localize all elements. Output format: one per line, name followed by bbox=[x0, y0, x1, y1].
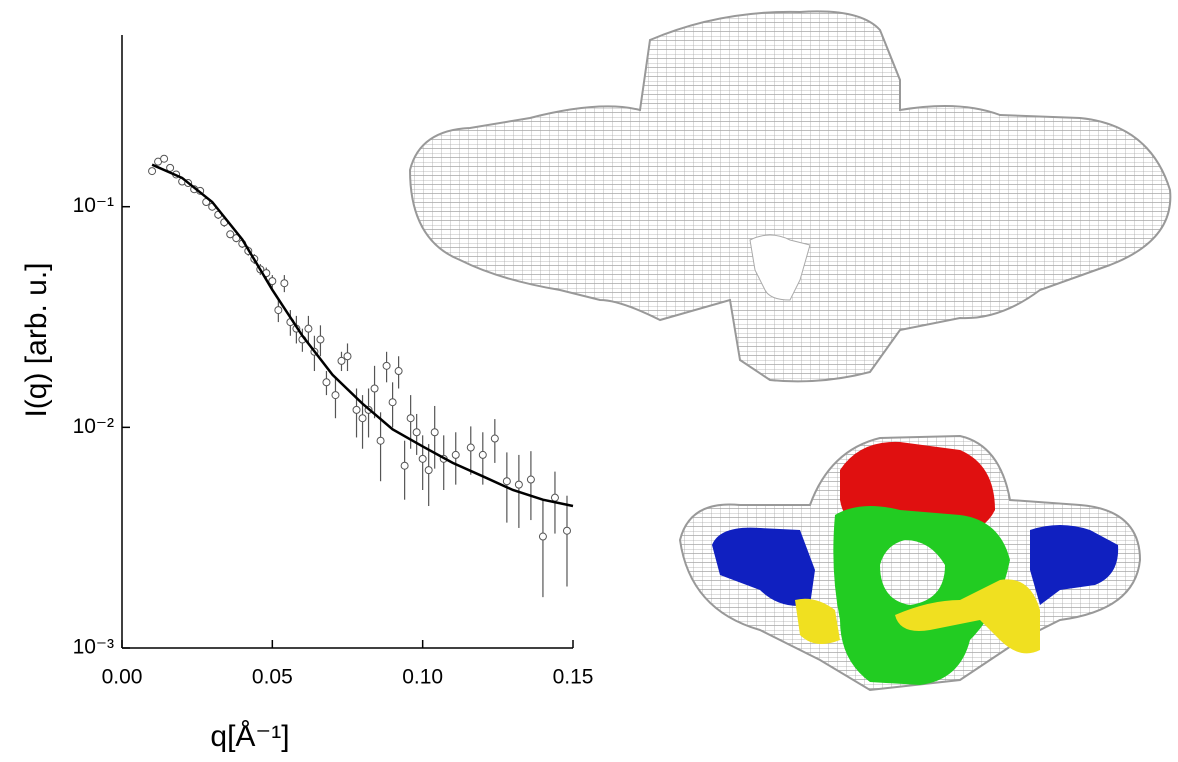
data-point bbox=[394, 367, 403, 376]
x-tick-label: 0.10 bbox=[402, 666, 443, 689]
x-tick-label: 0.05 bbox=[252, 666, 293, 689]
data-point bbox=[304, 324, 313, 333]
data-point bbox=[331, 391, 340, 400]
y-tick-label: 10⁻¹ bbox=[73, 194, 114, 217]
data-point bbox=[526, 475, 535, 484]
y-tick-label: 10⁻² bbox=[73, 415, 114, 438]
data-point bbox=[562, 526, 571, 535]
data-point bbox=[418, 454, 427, 463]
mesh-envelope-top bbox=[408, 10, 1172, 383]
data-point bbox=[352, 405, 361, 414]
data-point bbox=[226, 230, 235, 239]
x-axis-title: q[Å⁻¹] bbox=[210, 720, 289, 753]
x-tick-label: 0.15 bbox=[553, 666, 594, 689]
data-point bbox=[466, 443, 475, 452]
data-point bbox=[388, 398, 397, 407]
data-point bbox=[316, 335, 325, 344]
data-point bbox=[424, 466, 433, 475]
data-point bbox=[400, 461, 409, 470]
data-point bbox=[160, 154, 169, 163]
data-point bbox=[490, 434, 499, 443]
data-point bbox=[502, 477, 511, 486]
data-point bbox=[280, 279, 289, 288]
data-point bbox=[451, 450, 460, 459]
data-point bbox=[376, 436, 385, 445]
data-point bbox=[337, 356, 346, 365]
data-point bbox=[343, 352, 352, 361]
data-point bbox=[514, 480, 523, 489]
data-point bbox=[430, 428, 439, 437]
data-point bbox=[268, 277, 277, 286]
data-point bbox=[358, 414, 367, 423]
y-tick-label: 10⁻³ bbox=[73, 636, 114, 659]
data-point bbox=[370, 384, 379, 393]
data-point bbox=[382, 361, 391, 370]
data-point bbox=[478, 450, 487, 459]
molecular-model bbox=[678, 434, 1142, 692]
data-point bbox=[406, 414, 415, 423]
x-tick-label: 0.00 bbox=[102, 666, 143, 689]
data-point bbox=[274, 306, 283, 315]
data-point bbox=[322, 378, 331, 387]
data-point bbox=[538, 532, 547, 541]
data-point bbox=[550, 493, 559, 502]
data-point bbox=[148, 167, 157, 176]
fit-line bbox=[151, 163, 574, 508]
y-axis-title: I(q) [arb. u.] bbox=[20, 262, 53, 417]
data-point bbox=[412, 428, 421, 437]
